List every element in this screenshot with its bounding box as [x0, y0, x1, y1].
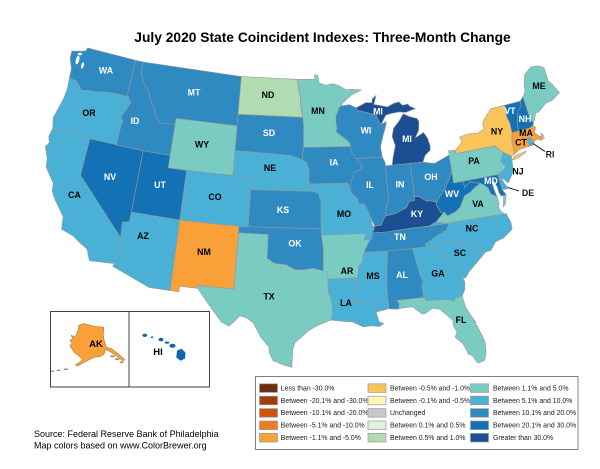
svg-text:IN: IN [396, 180, 405, 190]
svg-text:Between 0.1% and 0.5%: Between 0.1% and 0.5% [390, 423, 465, 430]
svg-text:Between -1.1% and -5.0%: Between -1.1% and -5.0% [281, 435, 361, 442]
svg-text:NY: NY [491, 127, 503, 137]
svg-text:MI: MI [373, 107, 383, 117]
svg-text:Between 0.5% and 1.0%: Between 0.5% and 1.0% [390, 435, 465, 442]
svg-text:NM: NM [197, 247, 211, 257]
svg-text:CT: CT [515, 138, 527, 148]
svg-text:SD: SD [263, 128, 275, 138]
svg-text:Unchanged: Unchanged [390, 410, 425, 417]
svg-text:MA: MA [519, 128, 533, 138]
svg-text:Between 20.1% and 30.0%: Between 20.1% and 30.0% [493, 423, 576, 430]
svg-text:VA: VA [472, 199, 484, 209]
svg-text:Map colors based on www.ColorB: Map colors based on www.ColorBrewer.org [34, 441, 207, 451]
svg-text:ND: ND [262, 90, 275, 100]
svg-text:UT: UT [154, 180, 166, 190]
svg-text:OK: OK [288, 239, 302, 249]
svg-text:NH: NH [519, 114, 532, 124]
svg-text:Between 5.1% and 10.0%: Between 5.1% and 10.0% [493, 398, 572, 405]
svg-text:PA: PA [468, 156, 480, 166]
svg-text:MN: MN [311, 106, 325, 116]
svg-text:Between -20.1% and -30.0%: Between -20.1% and -30.0% [281, 398, 369, 405]
svg-text:IL: IL [366, 180, 374, 190]
svg-text:Between -0.1% and -0.5%: Between -0.1% and -0.5% [390, 398, 470, 405]
svg-text:OH: OH [424, 172, 437, 182]
svg-text:KS: KS [277, 205, 289, 215]
svg-text:HI: HI [153, 347, 163, 358]
svg-text:WY: WY [195, 140, 209, 150]
svg-text:CO: CO [208, 192, 221, 202]
svg-text:MI: MI [402, 134, 412, 144]
svg-text:WI: WI [361, 126, 372, 136]
svg-text:ME: ME [532, 81, 545, 91]
svg-text:Between 10.1% and 20.0%: Between 10.1% and 20.0% [493, 410, 576, 417]
svg-text:MS: MS [366, 271, 379, 281]
svg-text:OR: OR [82, 108, 96, 118]
svg-text:KY: KY [411, 209, 423, 219]
svg-text:NV: NV [104, 172, 116, 182]
svg-text:NC: NC [466, 224, 479, 234]
svg-text:TN: TN [394, 232, 406, 242]
svg-text:WA: WA [99, 66, 114, 76]
svg-text:SC: SC [454, 248, 467, 258]
svg-text:NE: NE [264, 163, 276, 173]
svg-text:MD: MD [484, 176, 498, 186]
svg-text:Less than -30.0%: Less than -30.0% [281, 385, 335, 392]
svg-text:MT: MT [188, 88, 201, 98]
svg-text:ID: ID [131, 116, 140, 126]
svg-text:CA: CA [68, 190, 81, 200]
svg-text:VT: VT [504, 106, 516, 116]
svg-text:AK: AK [89, 339, 103, 350]
svg-text:Between -0.5% and -1.0%: Between -0.5% and -1.0% [390, 385, 470, 392]
svg-text:MO: MO [337, 209, 351, 219]
svg-text:Source: Federal Reserve Bank o: Source: Federal Reserve Bank of Philadel… [34, 429, 219, 439]
svg-text:LA: LA [340, 298, 352, 308]
svg-text:AL: AL [396, 270, 408, 280]
svg-text:Between -5.1% and -10.0%: Between -5.1% and -10.0% [281, 423, 365, 430]
svg-text:GA: GA [431, 269, 445, 279]
svg-text:WV: WV [445, 189, 459, 199]
svg-text:RI: RI [546, 150, 555, 160]
svg-text:Between -10.1% and -20.0%: Between -10.1% and -20.0% [281, 410, 369, 417]
svg-text:AR: AR [341, 266, 354, 276]
svg-text:AZ: AZ [137, 231, 149, 241]
svg-text:Between 1.1% and 5.0%: Between 1.1% and 5.0% [493, 385, 568, 392]
svg-text:FL: FL [456, 315, 467, 325]
svg-text:July 2020 State Coincident Ind: July 2020 State Coincident Indexes: Thre… [134, 30, 511, 45]
svg-text:Greater than 30.0%: Greater than 30.0% [493, 435, 553, 442]
svg-text:NJ: NJ [512, 167, 523, 177]
svg-text:TX: TX [263, 292, 274, 302]
svg-text:IA: IA [330, 158, 339, 168]
svg-text:DE: DE [522, 188, 534, 198]
